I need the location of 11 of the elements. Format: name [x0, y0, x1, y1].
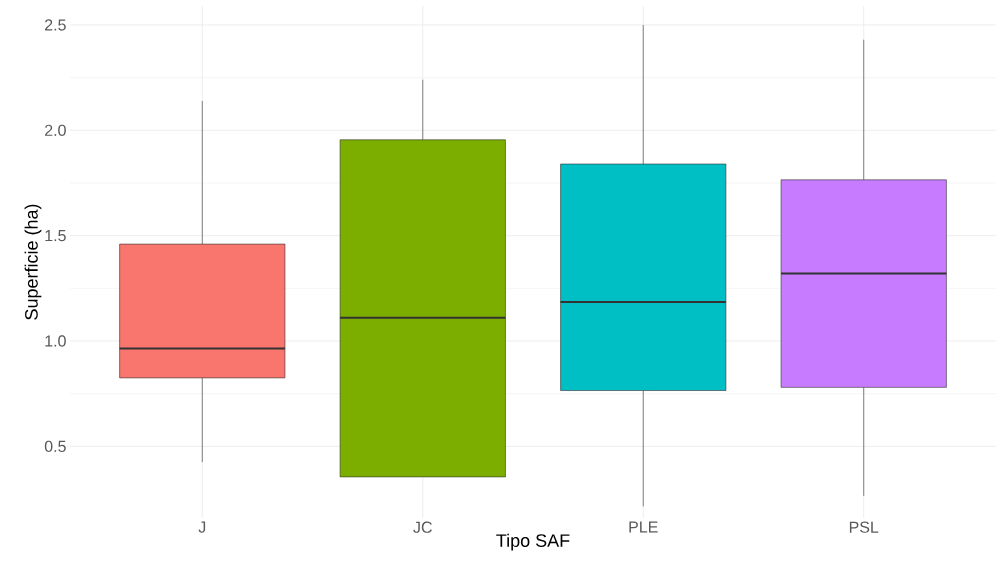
- y-tick-label: 2.0: [45, 124, 66, 136]
- y-tick-label: 0.5: [44, 440, 66, 453]
- y-tick-label: 1.0: [45, 335, 66, 347]
- y-tick-label: 2.5: [45, 19, 66, 31]
- y-tick-label: 1.5: [45, 230, 66, 242]
- x-tick-label: JC: [413, 521, 432, 533]
- x-tick-label: PSL: [849, 521, 879, 533]
- x-tick-label: J: [198, 521, 206, 533]
- x-tick-label: PLE: [629, 521, 658, 533]
- y-axis-title: Superficie (ha): [24, 204, 42, 320]
- x-axis-title: Tipo SAF: [496, 533, 570, 551]
